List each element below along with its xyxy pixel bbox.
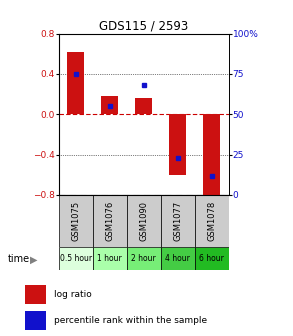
Text: ▶: ▶ [30,254,38,264]
Text: log ratio: log ratio [54,290,92,299]
Text: GSM1078: GSM1078 [207,201,216,241]
Bar [25,285,46,304]
Text: 4 hour: 4 hour [165,254,190,263]
Bar [101,96,118,114]
Bar [67,52,84,114]
Text: 2 hour: 2 hour [131,254,156,263]
Bar [93,195,127,247]
Text: GSM1077: GSM1077 [173,201,182,241]
Bar [127,195,161,247]
Bar [135,98,152,114]
Bar [169,114,186,175]
Text: GSM1076: GSM1076 [105,201,114,241]
Text: 1 hour: 1 hour [97,254,122,263]
Bar [161,195,195,247]
Bar [195,247,229,270]
Text: GSM1075: GSM1075 [71,201,80,241]
Text: GSM1090: GSM1090 [139,201,148,241]
Text: 0.5 hour: 0.5 hour [59,254,92,263]
Bar [127,247,161,270]
Bar [161,247,195,270]
Bar [59,195,93,247]
Text: percentile rank within the sample: percentile rank within the sample [54,316,207,325]
Bar [93,247,127,270]
Bar [25,311,46,330]
Bar [59,247,93,270]
Bar [195,195,229,247]
Text: 6 hour: 6 hour [199,254,224,263]
Text: time: time [7,254,30,264]
Title: GDS115 / 2593: GDS115 / 2593 [99,19,188,33]
Bar [203,114,220,197]
